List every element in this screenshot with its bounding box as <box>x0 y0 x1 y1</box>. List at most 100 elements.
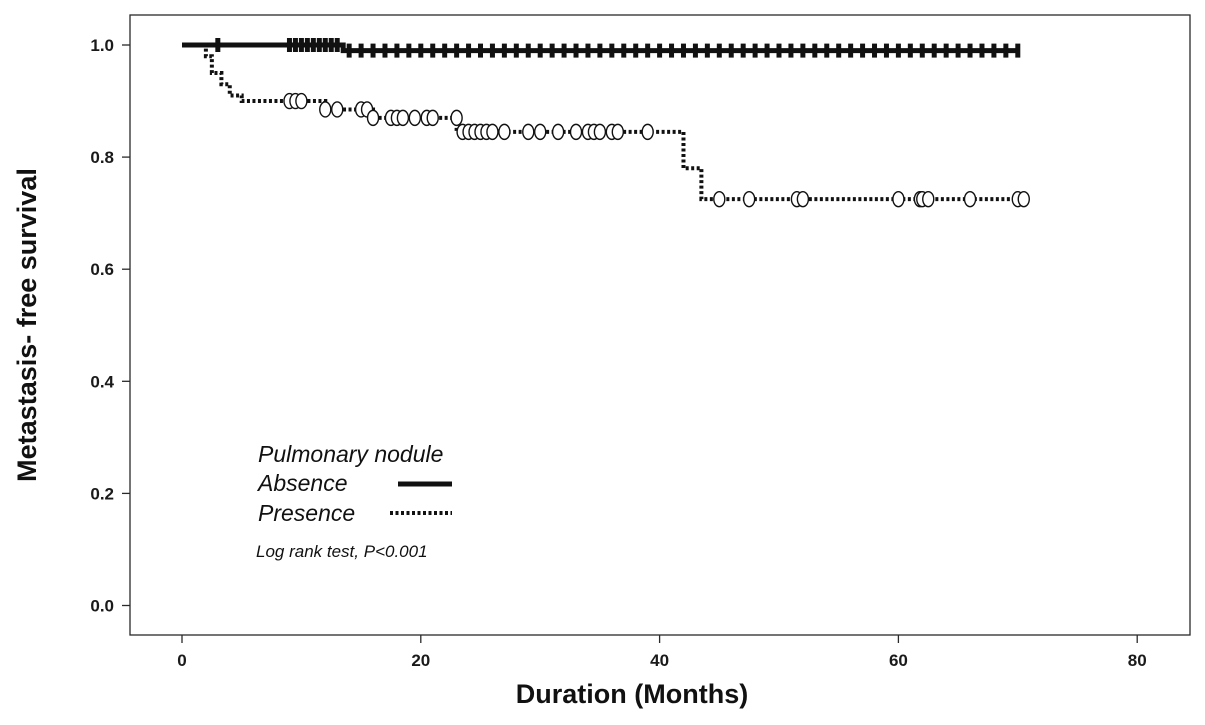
censor-mark-absence <box>621 43 627 58</box>
x-tick-label: 40 <box>650 651 669 670</box>
censor-mark-absence <box>525 43 531 58</box>
censor-mark-presence <box>569 123 583 141</box>
censor-mark-absence <box>764 43 770 58</box>
censor-mark-presence <box>551 123 565 141</box>
censor-mark-absence <box>872 43 878 58</box>
y-tick-label: 0.2 <box>90 484 114 503</box>
censor-mark-absence <box>370 43 376 58</box>
censor-mark-presence <box>408 109 422 127</box>
censor-mark-absence <box>597 43 603 58</box>
censor-mark-absence <box>883 43 889 58</box>
x-axis-title: Duration (Months) <box>516 679 748 709</box>
legend-title: Pulmonary nodule <box>258 441 443 467</box>
x-tick-label: 60 <box>889 651 908 670</box>
censor-mark-absence <box>573 43 579 58</box>
censor-mark-absence <box>585 43 591 58</box>
censor-mark-absence <box>776 43 782 58</box>
censor-mark-absence <box>860 43 866 58</box>
censor-mark-absence <box>657 43 663 58</box>
y-tick-label: 0.0 <box>90 597 114 616</box>
censor-mark-absence <box>358 43 364 58</box>
censor-mark-presence <box>319 101 332 118</box>
censor-mark-absence <box>334 38 340 52</box>
censor-mark-presence <box>611 123 625 141</box>
legend: Pulmonary nodule Absence Presence Log ra… <box>256 441 452 561</box>
x-tick-label: 0 <box>177 651 186 670</box>
censor-mark-presence <box>963 190 977 208</box>
censor-mark-absence <box>215 38 221 52</box>
censor-mark-absence <box>346 43 352 58</box>
censor-mark-presence <box>331 101 344 118</box>
censor-mark-absence <box>298 38 304 52</box>
censor-mark-presence <box>396 109 410 127</box>
censor-mark-absence <box>513 43 519 58</box>
series-line-presence <box>182 43 1018 202</box>
censor-mark-absence <box>919 43 925 58</box>
censor-mark-presence <box>892 190 905 208</box>
censor-mark-absence <box>418 43 424 58</box>
censor-mark-absence <box>1015 43 1021 58</box>
censor-mark-absence <box>955 43 961 58</box>
censor-mark-presence <box>922 190 935 208</box>
censor-mark-presence <box>426 109 439 127</box>
censor-mark-absence <box>824 43 830 58</box>
censor-mark-presence <box>796 190 810 208</box>
censor-mark-absence <box>704 43 710 58</box>
censor-mark-absence <box>304 38 310 52</box>
censor-mark-absence <box>322 38 328 52</box>
censor-mark-absence <box>501 43 507 58</box>
censor-mark-absence <box>728 43 734 58</box>
censor-mark-absence <box>836 43 842 58</box>
censor-mark-absence <box>478 43 483 58</box>
censor-mark-absence <box>848 43 854 58</box>
censor-mark-presence <box>1017 190 1030 208</box>
series-layer <box>182 38 1030 208</box>
censor-mark-absence <box>931 43 937 58</box>
x-tick-label: 20 <box>411 651 430 670</box>
legend-label-absence: Absence <box>256 470 348 496</box>
censor-mark-presence <box>593 123 607 141</box>
censor-mark-absence <box>328 38 334 52</box>
censor-mark-presence <box>742 190 756 208</box>
censor-mark-absence <box>310 38 316 52</box>
censor-mark-presence <box>641 123 654 141</box>
censor-mark-absence <box>406 43 412 58</box>
censor-mark-absence <box>430 43 436 58</box>
censor-mark-absence <box>788 43 794 58</box>
x-tick-label: 80 <box>1128 651 1147 670</box>
censor-mark-absence <box>561 43 567 58</box>
censor-mark-absence <box>692 43 698 58</box>
y-tick-label: 0.8 <box>90 148 114 167</box>
y-tick-label: 0.6 <box>90 260 114 279</box>
censor-mark-absence <box>800 43 806 58</box>
censor-mark-absence <box>680 43 686 58</box>
censor-mark-presence <box>522 123 535 141</box>
censor-mark-absence <box>286 38 292 52</box>
y-tick-label: 1.0 <box>90 36 114 55</box>
censor-mark-absence <box>537 43 543 58</box>
censor-mark-absence <box>609 43 615 58</box>
y-axis-ticks: 0.0 0.2 0.4 0.6 0.8 1.0 <box>90 36 130 616</box>
censor-mark-presence <box>295 92 308 110</box>
censor-mark-absence <box>316 38 322 52</box>
x-axis-ticks: 0 20 40 60 80 <box>177 635 1147 670</box>
censor-mark-absence <box>633 43 639 58</box>
censor-mark-absence <box>907 43 913 58</box>
censor-mark-absence <box>1003 43 1009 58</box>
log-rank-annotation: Log rank test, P<0.001 <box>256 542 428 561</box>
censor-mark-absence <box>454 43 460 58</box>
censor-mark-absence <box>669 43 675 58</box>
censor-mark-absence <box>967 43 973 58</box>
censor-mark-absence <box>752 43 758 58</box>
censor-mark-absence <box>716 43 722 58</box>
censor-mark-presence <box>713 190 726 208</box>
censor-mark-absence <box>991 43 997 58</box>
legend-label-presence: Presence <box>258 500 355 526</box>
censor-mark-absence <box>292 38 298 52</box>
censor-mark-absence <box>489 43 495 58</box>
censor-mark-presence <box>534 123 547 141</box>
censor-mark-absence <box>549 43 555 58</box>
censor-mark-absence <box>394 43 400 58</box>
